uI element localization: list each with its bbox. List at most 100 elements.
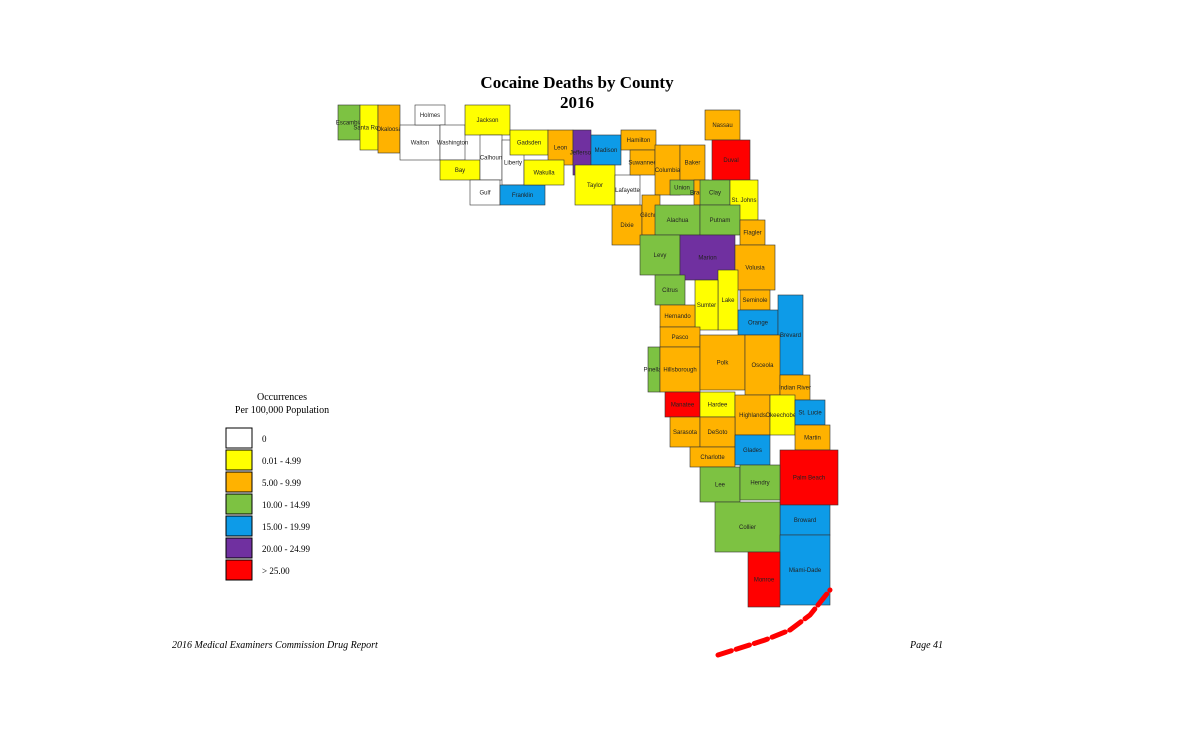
county-label: Charlotte — [700, 455, 725, 461]
legend-label: 20.00 - 24.99 — [262, 544, 310, 554]
county-label: Columbia — [655, 168, 681, 174]
legend: 0 0.01 - 4.99 5.00 - 9.99 10.00 - 14.99 15.0… — [225, 427, 310, 581]
county — [639, 234, 681, 276]
county-label: Volusia — [745, 266, 765, 272]
county-label: Jackson — [476, 118, 498, 124]
county-label: Washington — [437, 141, 468, 147]
county — [734, 434, 771, 466]
county-label: Lafayette — [615, 188, 640, 194]
county-label: Franklin — [512, 193, 533, 199]
county-label: St. Johns — [731, 198, 756, 204]
county-label: Palm Beach — [793, 476, 825, 482]
county-label: Taylor — [587, 183, 603, 189]
county-label: Hernando — [664, 314, 691, 320]
county-label: Wakulla — [533, 171, 555, 177]
county-label: Bay — [455, 168, 465, 174]
county-label: Suwannee — [628, 161, 657, 167]
county — [439, 124, 466, 161]
county — [669, 416, 701, 448]
legend-swatch — [225, 427, 253, 449]
county — [737, 309, 779, 336]
county — [714, 501, 781, 553]
county-label: Osceola — [751, 363, 774, 369]
county-label: Baker — [685, 161, 701, 167]
legend-title: Occurrences — [257, 392, 307, 403]
county — [699, 334, 746, 391]
county-label: Escambia — [336, 121, 363, 127]
county — [699, 204, 741, 236]
county-label: Hamilton — [627, 138, 651, 144]
county — [769, 394, 796, 436]
county — [523, 159, 565, 186]
county-label: Gulf — [479, 191, 490, 197]
county — [590, 134, 622, 166]
county — [414, 104, 446, 126]
county-label: Marion — [698, 256, 716, 262]
county — [499, 184, 546, 206]
county — [739, 464, 781, 501]
county-label: Flagler — [743, 231, 761, 237]
county-label: Lake — [721, 298, 735, 304]
county-label: Indian River — [779, 386, 811, 392]
county-label: Jefferson — [570, 151, 595, 157]
county-label: Gadsden — [517, 141, 541, 147]
county-label: Clay — [709, 191, 721, 197]
county-label: Okaloosa — [376, 127, 402, 133]
county-label: Dixie — [620, 223, 634, 229]
legend-label: 5.00 - 9.99 — [262, 478, 301, 488]
county — [779, 534, 831, 606]
county-label: Glades — [743, 448, 762, 454]
county — [464, 104, 511, 136]
legend-label: 0.01 - 4.99 — [262, 456, 301, 466]
county — [744, 334, 781, 396]
county-label: Nassau — [712, 123, 732, 129]
county-label: Gilchrist — [640, 213, 662, 219]
legend-label: 10.00 - 14.99 — [262, 500, 310, 510]
legend-swatch — [225, 537, 253, 559]
county-label: Union — [674, 186, 690, 192]
legend-title: Per 100,000 Population — [235, 405, 329, 416]
county-label: Monroe — [754, 578, 775, 584]
keys — [715, 587, 833, 658]
county-label: Polk — [717, 361, 730, 367]
county-label: Liberty — [504, 161, 522, 167]
county — [794, 424, 831, 451]
county — [509, 129, 549, 156]
legend-swatch — [225, 471, 253, 493]
county-label: Seminole — [742, 298, 768, 304]
county-label: Walton — [411, 141, 429, 147]
county-label: Collier — [739, 525, 756, 531]
county-label: Putnam — [710, 218, 731, 224]
county — [611, 204, 643, 246]
county — [779, 449, 839, 506]
map-subtitle: 2016 — [560, 93, 594, 112]
county — [704, 109, 741, 141]
county — [779, 504, 831, 536]
legend-swatch — [225, 515, 253, 537]
county-label: St. Lucie — [798, 411, 822, 417]
county — [614, 174, 641, 206]
county — [629, 149, 656, 176]
county-label: Highlands — [739, 413, 766, 419]
county — [699, 466, 741, 503]
county-label: Manatee — [671, 403, 695, 409]
county — [659, 346, 701, 393]
county-label: Sumter — [697, 303, 716, 309]
county — [747, 551, 781, 608]
county-label: Duval — [723, 158, 738, 164]
county-label: Hillsborough — [663, 368, 696, 374]
county-label: Broward — [794, 518, 816, 524]
county-label: Sarasota — [673, 430, 698, 436]
county-label: Calhoun — [480, 156, 502, 162]
county-label: Pasco — [672, 335, 689, 341]
county-label: Okeechobee — [765, 413, 800, 419]
legend-swatch — [225, 559, 253, 581]
county-label: Levy — [654, 253, 667, 259]
county-label: DeSoto — [707, 430, 728, 436]
county — [574, 164, 616, 206]
county — [679, 144, 706, 181]
county — [664, 391, 701, 418]
county-label: Madison — [595, 148, 618, 154]
footer-left: 2016 Medical Examiners Commission Drug R… — [172, 640, 378, 651]
